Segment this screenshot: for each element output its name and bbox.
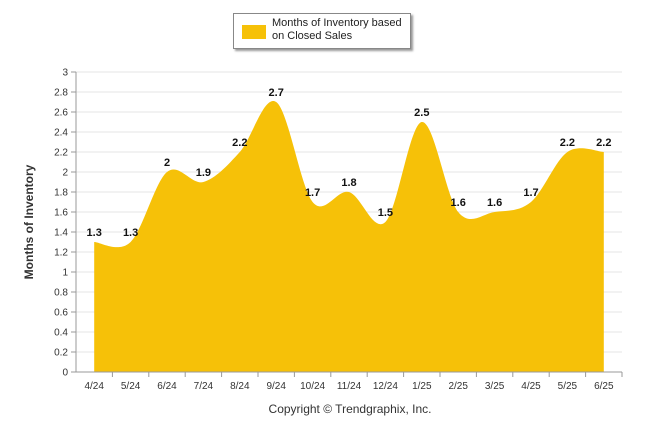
x-tick-label: 5/25 — [558, 381, 578, 392]
legend-label: Months of Inventory based on Closed Sale… — [272, 17, 402, 42]
data-label: 1.5 — [378, 207, 393, 219]
x-tick-label: 4/24 — [84, 381, 104, 392]
y-tick-label: 0.4 — [54, 328, 68, 339]
x-tick-label: 6/25 — [594, 381, 614, 392]
y-tick-label: 1.8 — [54, 188, 68, 199]
x-tick-label: 1/25 — [412, 381, 432, 392]
y-tick-label: 1 — [62, 268, 68, 279]
data-label: 1.6 — [451, 197, 466, 209]
x-tick-label: 3/25 — [485, 381, 505, 392]
data-label: 1.9 — [196, 167, 211, 179]
x-tick-label: 2/25 — [448, 381, 468, 392]
x-tick-label: 9/24 — [266, 381, 286, 392]
axes — [75, 72, 622, 373]
y-tick-label: 1.2 — [54, 248, 68, 259]
x-tick-label: 4/25 — [521, 381, 541, 392]
y-tick-label: 0.8 — [54, 288, 68, 299]
x-tick-label: 7/24 — [194, 381, 214, 392]
y-tick-labels: 0 0.2 0.4 0.6 0.8 1 1.2 1.4 1.6 1.8 2 2.2 2.4 2.6 2.8 3 — [54, 68, 76, 379]
x-tick-label: 6/24 — [157, 381, 177, 392]
copyright-footer: Copyright © Trendgraphix, Inc. — [268, 402, 432, 416]
y-tick-label: 2.6 — [54, 108, 68, 119]
data-labels: 1.3 1.3 2 1.9 2.2 2.7 1.7 1.8 1.5 2.5 1.6 1.6 1.7 2.2… — [87, 87, 612, 239]
data-label: 1.7 — [523, 187, 538, 199]
y-tick-label: 0 — [62, 368, 68, 379]
data-label: 2.5 — [414, 107, 429, 119]
x-tick-label: 11/24 — [337, 381, 362, 392]
data-label: 2.2 — [232, 137, 247, 149]
data-label: 1.7 — [305, 187, 320, 199]
legend: Months of Inventory based on Closed Sale… — [233, 13, 411, 49]
y-tick-label: 2.8 — [54, 88, 68, 99]
y-tick-label: 1.4 — [54, 228, 68, 239]
data-label: 1.3 — [87, 227, 102, 239]
data-label: 2 — [164, 157, 170, 169]
y-tick-label: 1.6 — [54, 208, 68, 219]
x-tick-labels: 4/24 5/24 6/24 7/24 8/24 9/24 10/24 11/24 12/24 1… — [84, 372, 623, 392]
y-tick-label: 0.2 — [54, 348, 68, 359]
area-series — [94, 100, 604, 372]
data-label: 1.6 — [487, 197, 502, 209]
x-tick-label: 8/24 — [230, 381, 250, 392]
y-tick-label: 2.4 — [54, 128, 68, 139]
data-label: 2.2 — [596, 137, 611, 149]
x-tick-label: 12/24 — [373, 381, 398, 392]
area-series-fill — [94, 100, 604, 372]
data-label: 1.8 — [341, 177, 356, 189]
y-tick-label: 2 — [62, 168, 68, 179]
legend-swatch — [242, 25, 266, 39]
x-tick-label: 10/24 — [300, 381, 325, 392]
x-tick-label: 5/24 — [121, 381, 141, 392]
y-axis-title: Months of Inventory — [22, 164, 36, 280]
data-label: 2.2 — [560, 137, 575, 149]
data-label: 2.7 — [269, 87, 284, 99]
y-tick-label: 2.2 — [54, 148, 68, 159]
data-label: 1.3 — [123, 227, 138, 239]
y-tick-label: 3 — [62, 68, 68, 79]
y-tick-label: 0.6 — [54, 308, 68, 319]
